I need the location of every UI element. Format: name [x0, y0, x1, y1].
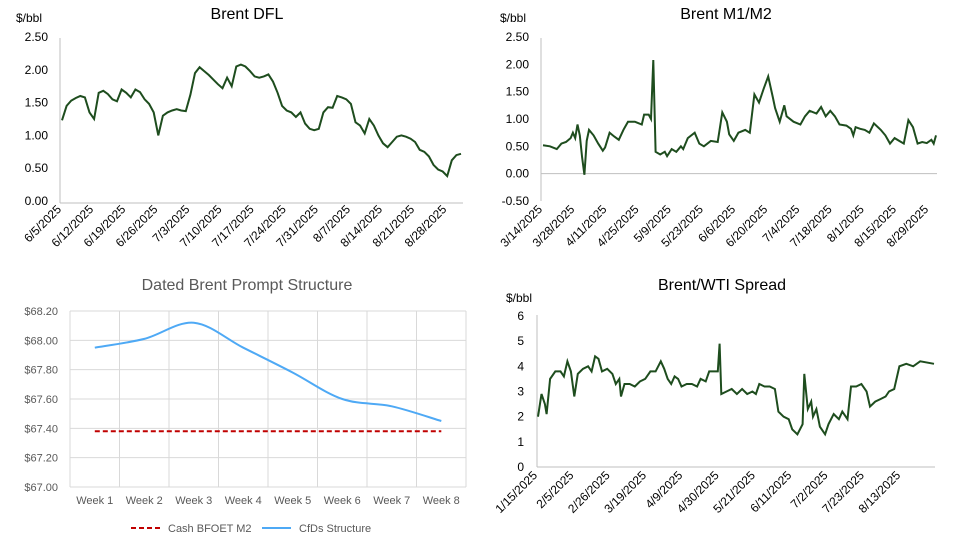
- x-tick-label: Week 2: [126, 495, 163, 507]
- y-tick-label: 0.50: [25, 161, 49, 175]
- y-tick-label: $67.00: [24, 482, 58, 494]
- y-tick-label: 6: [517, 309, 524, 323]
- y-tick-label: $67.60: [24, 394, 58, 406]
- y-tick-label: 5: [517, 334, 524, 348]
- y-tick-label: -0.50: [502, 194, 530, 208]
- chart-title: Dated Brent Prompt Structure: [142, 277, 353, 294]
- y-tick-label: 1.50: [25, 96, 49, 110]
- x-tick-label: Week 5: [274, 495, 311, 507]
- x-tick-label: Week 3: [175, 495, 212, 507]
- dfl-series-line: [61, 63, 462, 179]
- dated-brent-svg: Dated Brent Prompt Structure $67.00 $67.2…: [24, 277, 467, 535]
- y-tick-label: 0.00: [506, 167, 530, 181]
- y-tick-label: $67.80: [24, 365, 58, 377]
- legend: Cash BFOET M2 CfDs Structure: [131, 523, 371, 535]
- cfds-structure-line: [94, 321, 442, 422]
- chart-title: Brent DFL: [211, 6, 284, 23]
- brent-dfl-chart: Brent DFL $/bbl 0.00 0.50 1.00 1.50 2.00 2.50…: [0, 0, 480, 270]
- dated-brent-chart: Dated Brent Prompt Structure $67.00 $67.2…: [0, 270, 480, 555]
- y-tick-label: 1.00: [25, 128, 49, 142]
- y-tick-label: 2.50: [25, 30, 49, 44]
- wti-spread-series-line: [537, 343, 935, 437]
- y-tick-label: 2: [517, 410, 524, 424]
- x-tick-label: Week 8: [423, 495, 460, 507]
- m1m2-series-line: [542, 59, 937, 175]
- brent-dfl-svg: Brent DFL $/bbl 0.00 0.50 1.00 1.50 2.00 2.50…: [16, 6, 463, 250]
- y-tick-label: 1.50: [506, 85, 530, 99]
- y-tick-label: 0.00: [25, 194, 49, 208]
- y-tick-label: $67.40: [24, 423, 58, 435]
- x-tick-label: Week 4: [225, 495, 262, 507]
- x-tick-label: Week 1: [76, 495, 113, 507]
- y-tick-label: 2.00: [25, 63, 49, 77]
- y-tick-label: 1: [517, 435, 524, 449]
- brent-wti-chart: Brent/WTI Spread $/bbl 0 1 2 3 4 5 6 1/15/2025…: [480, 270, 962, 555]
- y-tick-label: 0.50: [506, 139, 530, 153]
- y-unit-label: $/bbl: [16, 11, 42, 25]
- brent-m1m2-chart: Brent M1/M2 $/bbl -0.50 0.00 0.50 1.00 1.50 2…: [480, 0, 962, 270]
- legend-label-cfds: CfDs Structure: [299, 523, 371, 535]
- y-tick-label: 2.00: [506, 57, 530, 71]
- x-tick-label: Week 7: [373, 495, 410, 507]
- brent-wti-svg: Brent/WTI Spread $/bbl 0 1 2 3 4 5 6 1/15/2025…: [492, 277, 935, 516]
- legend-label-cash: Cash BFOET M2: [168, 523, 252, 535]
- y-tick-label: $68.00: [24, 335, 58, 347]
- chart-title: Brent M1/M2: [680, 6, 772, 23]
- y-tick-label: 3: [517, 385, 524, 399]
- chart-title: Brent/WTI Spread: [658, 277, 786, 294]
- brent-m1m2-svg: Brent M1/M2 $/bbl -0.50 0.00 0.50 1.00 1.50 2…: [497, 6, 937, 250]
- x-tick-label: Week 6: [324, 495, 361, 507]
- y-tick-label: 1.00: [506, 112, 530, 126]
- y-unit-label: $/bbl: [500, 11, 526, 25]
- y-tick-label: $68.20: [24, 306, 58, 318]
- y-tick-label: 2.50: [506, 30, 530, 44]
- y-tick-label: 4: [517, 359, 524, 373]
- x-tick-label: 1/15/2025: [492, 468, 540, 516]
- y-unit-label: $/bbl: [506, 291, 532, 305]
- y-tick-label: $67.20: [24, 453, 58, 465]
- y-tick-label: 0: [517, 460, 524, 474]
